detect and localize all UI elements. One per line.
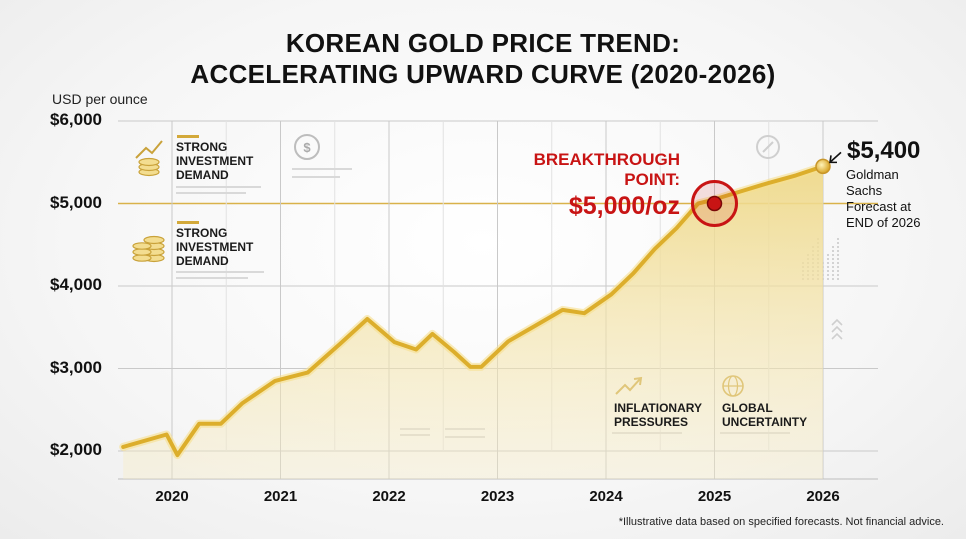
- price-area-fill: [123, 166, 823, 479]
- breakthrough-point: [706, 195, 723, 212]
- x-tick-label: 2021: [263, 488, 298, 505]
- side-label-global-uncertainty: GLOBAL UNCERTAINTY: [722, 401, 808, 429]
- side-label-investment-demand-2: STRONG INVESTMENT DEMAND: [176, 226, 254, 268]
- y-tick-label: $2,000: [50, 440, 102, 459]
- decorative-text-line: [176, 277, 248, 279]
- side-label-investment-demand-1: STRONG INVESTMENT DEMAND: [176, 140, 254, 182]
- trending-coins-icon: [135, 140, 163, 177]
- forecast-note: Goldman Sachs Forecast at END of 2026: [846, 167, 921, 230]
- x-tick-label: 2025: [697, 488, 732, 505]
- forecast-arrow: [830, 151, 842, 162]
- breakthrough-title: BREAKTHROUGH POINT:: [533, 150, 680, 189]
- decorative-text-line: [292, 168, 352, 170]
- double-chevron-up-icon: [831, 318, 843, 340]
- y-axis-label: USD per ounce: [52, 91, 148, 107]
- svg-text:$: $: [303, 140, 311, 155]
- decorative-text-line: [176, 271, 264, 273]
- y-tick-label: $6,000: [50, 110, 102, 129]
- gauge-icon: [756, 135, 780, 159]
- y-tick-label: $3,000: [50, 357, 102, 377]
- x-tick-label: 2024: [589, 488, 623, 505]
- x-tick-label: 2023: [480, 488, 515, 505]
- decorative-text-line: [176, 186, 261, 188]
- label-accent-bar: [177, 135, 199, 138]
- decorative-text-line: [176, 192, 246, 194]
- coin-stack-icon: [132, 235, 165, 263]
- forecast-arrow-head: [829, 155, 837, 164]
- forecast-value: $5,400: [847, 137, 921, 164]
- x-tick-label: 2020: [155, 488, 189, 505]
- side-label-inflation: INFLATIONARY PRESSURES: [614, 401, 702, 429]
- x-tick-label: 2022: [372, 488, 406, 505]
- y-tick-label: $4,000: [50, 275, 102, 294]
- title-line-1: KOREAN GOLD PRICE TREND:: [285, 28, 681, 58]
- label-accent-bar: [177, 221, 199, 224]
- footnote: *Illustrative data based on specified fo…: [618, 516, 944, 528]
- breakthrough-value: $5,000/oz: [568, 192, 680, 220]
- price-line: [121, 164, 825, 458]
- breakthrough-annotation: BREAKTHROUGH POINT: $5,000/oz: [480, 150, 680, 221]
- dollar-circle-icon: $: [294, 134, 320, 160]
- x-tick-label: 2026: [806, 488, 840, 505]
- decorative-text-line: [292, 176, 340, 178]
- title-line-2: ACCELERATING UPWARD CURVE (2020-2026): [190, 59, 776, 89]
- chart-title: KOREAN GOLD PRICE TREND: ACCELERATING UP…: [0, 28, 966, 90]
- y-tick-label: $5,000: [50, 192, 102, 212]
- forecast-point: [815, 158, 831, 175]
